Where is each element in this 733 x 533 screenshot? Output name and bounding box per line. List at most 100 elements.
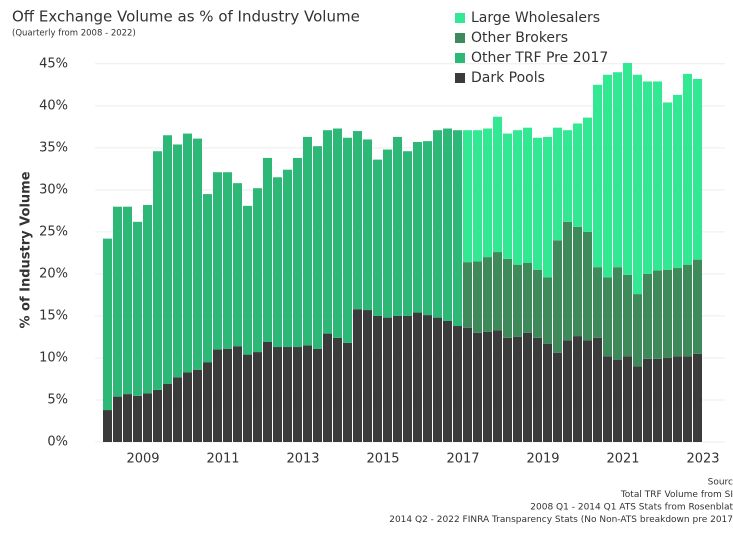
- y-axis-title: % of Industry Volume: [19, 171, 34, 328]
- legend-swatch: [455, 13, 465, 23]
- source-note: Total TRF Volume from SI: [620, 490, 733, 500]
- bar-segment: [473, 261, 482, 333]
- bar-segment: [113, 206, 122, 397]
- bar-segment: [433, 317, 442, 442]
- bar-segment: [553, 240, 562, 353]
- bar-segment: [283, 347, 292, 442]
- bar-segment: [263, 157, 272, 342]
- bar-segment: [493, 116, 502, 253]
- bar-segment: [673, 268, 682, 357]
- bar-segment: [503, 133, 512, 259]
- bar-segment: [313, 146, 322, 349]
- bar-segment: [523, 127, 532, 263]
- bar-segment: [313, 348, 322, 442]
- bar-segment: [413, 141, 422, 313]
- bar-segment: [243, 354, 252, 442]
- bar-segment: [613, 72, 622, 268]
- source-note: 2008 Q1 - 2014 Q1 ATS Stats from Rosenbl…: [530, 503, 733, 513]
- bar-segment: [463, 262, 472, 328]
- bar-segment: [573, 123, 582, 227]
- bar-segment: [173, 144, 182, 378]
- bar-segment: [373, 315, 382, 442]
- bar-segment: [363, 139, 372, 311]
- bar-segment: [663, 102, 672, 270]
- bar-segment: [643, 81, 652, 274]
- y-tick-label: 0%: [47, 435, 68, 450]
- bar-segment: [203, 362, 212, 442]
- bar-segment: [453, 130, 462, 327]
- bar-segment: [403, 151, 412, 316]
- bar-segment: [463, 130, 472, 263]
- bar-segment: [643, 358, 652, 442]
- bar-segment: [433, 130, 442, 318]
- bar-segment: [583, 117, 592, 232]
- bar-segment: [543, 136, 552, 278]
- bar-segment: [343, 137, 352, 343]
- bar-segment: [603, 74, 612, 278]
- bar-segment: [683, 264, 692, 357]
- bar-segment: [103, 410, 112, 442]
- bar-segment: [683, 73, 692, 265]
- bar-segment: [193, 369, 202, 442]
- legend-label: Other Brokers: [471, 30, 568, 46]
- bar-segment: [593, 267, 602, 338]
- bar-segment: [463, 327, 472, 442]
- bar-segment: [253, 188, 262, 353]
- bar-segment: [133, 221, 142, 396]
- bar-segment: [613, 359, 622, 442]
- bar-segment: [353, 131, 362, 310]
- bar-segment: [513, 336, 522, 442]
- bar-segment: [513, 264, 522, 337]
- bar-segment: [543, 343, 552, 442]
- bar-segment: [383, 317, 392, 442]
- bar-segment: [663, 357, 672, 442]
- bar-segment: [573, 226, 582, 337]
- bar-segment: [593, 84, 602, 268]
- bar-segment: [653, 358, 662, 442]
- bar-segment: [653, 270, 662, 359]
- y-tick-label: 15%: [39, 308, 68, 323]
- x-tick-label: 2021: [606, 452, 639, 467]
- bar-segment: [633, 366, 642, 442]
- bar-segment: [603, 277, 612, 357]
- bar-segment: [323, 333, 332, 442]
- bar-segment: [293, 157, 302, 348]
- bar-segment: [543, 277, 552, 344]
- y-tick-label: 5%: [47, 392, 68, 407]
- bar-segment: [283, 169, 292, 348]
- bar-segment: [583, 340, 592, 442]
- bar-segment: [533, 337, 542, 442]
- bar-segment: [593, 337, 602, 442]
- bar-segment: [493, 330, 502, 442]
- y-tick-label: 20%: [39, 266, 68, 281]
- bar-segment: [483, 128, 492, 258]
- bar-segment: [493, 252, 502, 331]
- x-tick-label: 2009: [126, 452, 159, 467]
- bar-segment: [213, 349, 222, 442]
- source-note: 2014 Q2 - 2022 FINRA Transparency Stats …: [389, 515, 733, 525]
- bar-segment: [563, 340, 572, 442]
- chart-subtitle: (Quarterly from 2008 - 2022): [12, 29, 136, 39]
- bar-segment: [693, 259, 702, 354]
- y-tick-label: 30%: [39, 182, 68, 197]
- bar-segment: [333, 337, 342, 442]
- bar-segment: [673, 356, 682, 442]
- bar-segment: [243, 205, 252, 355]
- bar-segment: [233, 183, 242, 347]
- legend-swatch: [455, 53, 465, 63]
- bar-segment: [693, 353, 702, 442]
- bar-segment: [143, 205, 152, 394]
- bar-segment: [423, 141, 432, 316]
- bar-segment: [623, 274, 632, 357]
- bar-segment: [553, 352, 562, 442]
- bar-segment: [483, 257, 492, 332]
- bar-segment: [513, 130, 522, 265]
- bar-segment: [103, 238, 112, 411]
- bar-segment: [473, 332, 482, 442]
- bar-segment: [163, 384, 172, 442]
- bar-segment: [183, 372, 192, 442]
- bar-segment: [153, 389, 162, 442]
- bar-segment: [343, 342, 352, 442]
- bar-segment: [123, 394, 132, 442]
